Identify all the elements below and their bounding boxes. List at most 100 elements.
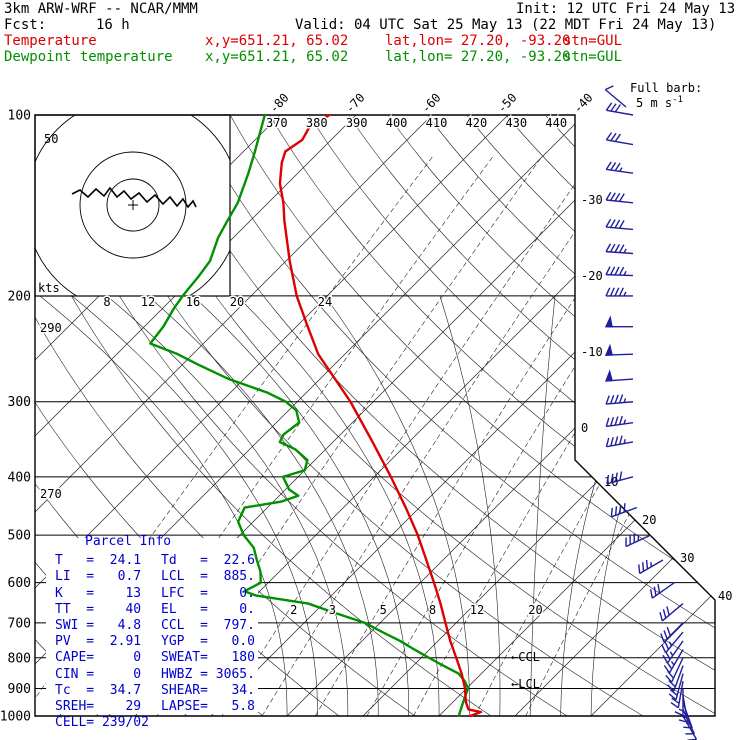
dry-adiabat-top-label: 410	[426, 116, 448, 130]
wind-barb	[605, 415, 634, 428]
isotherm-right-label: 0	[581, 421, 588, 435]
wind-barb	[605, 102, 634, 116]
dewpoint-curve	[149, 113, 470, 718]
hodograph-trace	[71, 186, 197, 209]
isotherm-line	[35, 115, 433, 716]
wind-barb	[638, 559, 664, 575]
wind-barb	[610, 503, 638, 518]
wind-barb	[649, 582, 675, 599]
wind-barb	[605, 287, 633, 297]
wind-barb	[605, 394, 634, 405]
dewpoint-latlon: lat,lon= 27.20, -93.20	[385, 49, 571, 65]
wind-barb	[666, 665, 684, 692]
wind-barb	[670, 681, 684, 709]
temperature-curve	[278, 113, 483, 718]
wind-barb	[605, 243, 634, 255]
parcel-info-col2: LFC = 0.	[161, 585, 255, 601]
parcel-info-col1: TT = 40	[55, 601, 142, 617]
isotherm-top-label: -60	[419, 91, 444, 116]
temperature-xy: x,y=651.21, 65.02	[205, 33, 349, 49]
parcel-info-row: CELL= 239/02	[55, 715, 255, 731]
wind-barb	[668, 673, 684, 701]
isotherm-line	[286, 115, 715, 716]
pressure-tick-label: 600	[8, 576, 31, 591]
pressure-tick-label: 300	[8, 395, 31, 410]
moist-adiabat-line	[439, 295, 501, 716]
wind-barb	[661, 631, 684, 654]
wind-barb	[605, 435, 634, 448]
parcel-info-col2: SWEAT= 180	[161, 650, 255, 666]
dry-adiabat-line	[585, 115, 715, 716]
temperature-station: stn=GUL	[563, 33, 623, 49]
moist-adiabat-line	[560, 295, 669, 716]
valid-time: Valid: 04 UTC Sat 25 May 13 (22 MDT Fri …	[295, 17, 717, 33]
parcel-info-row: T = 24.1 Td = 22.6	[55, 553, 255, 569]
hodograph-ring-label: 50	[44, 132, 58, 146]
plot-outline	[34, 114, 716, 717]
dry-adiabat-line	[35, 115, 492, 716]
parcel-level-annotation: ←LCL	[511, 677, 540, 691]
parcel-info-col1: CIN = 0	[55, 666, 142, 682]
isotherm-top-label: -80	[267, 91, 292, 116]
moist-adiabat-line	[39, 295, 288, 716]
model-title: 3km ARW-WRF -- NCAR/MMM	[4, 1, 198, 17]
parcel-info-col2: LAPSE= 5.8	[161, 699, 255, 715]
isotherm-right-label: 30	[680, 551, 694, 565]
parcel-info-mask	[46, 538, 258, 714]
parcel-level-annotation: ←CCL	[511, 650, 540, 664]
mixing-ratio-line	[474, 155, 715, 716]
temperature-legend-label: Temperature	[4, 33, 97, 49]
parcel-info-col1: SWI = 4.8	[55, 618, 142, 634]
wind-barb	[605, 132, 634, 146]
dry-adiabat-top-label: 390	[346, 116, 368, 130]
init-time: Init: 12 UTC Fri 24 May 13	[516, 1, 736, 17]
wind-barb-column	[604, 102, 698, 740]
wind-barb	[678, 695, 689, 723]
dry-adiabat-line	[35, 115, 416, 716]
moist-adiabat-line	[106, 295, 349, 716]
moist-adiabat-label: 16	[186, 295, 200, 309]
parcel-info-col1: SREH= 29	[55, 699, 142, 715]
plot-borders	[34, 114, 716, 717]
isotherm-right-label: -20	[581, 269, 603, 283]
dewpoint-station: stn=GUL	[563, 49, 623, 65]
dry-adiabat-line	[230, 115, 715, 716]
parcel-info-row: CAPE= 0 SWEAT= 180	[55, 650, 255, 666]
isotherm-line	[35, 115, 357, 716]
parcel-info-row: LI = 0.7 LCL = 885.	[55, 569, 255, 585]
parcel-info-rows: T = 24.1 Td = 22.6 LI = 0.7 LCL = 885. K = 1…	[55, 553, 255, 731]
wind-barb	[605, 161, 634, 174]
dry-adiabat-left-label: 270	[40, 487, 62, 501]
wind-barb	[604, 85, 627, 108]
parcel-info-col2: SHEAR= 34.	[161, 682, 255, 698]
wind-barb	[606, 471, 634, 485]
moist-adiabat-line	[236, 295, 440, 716]
level-annotations: ←CCL ←LCL	[511, 650, 540, 691]
parcel-info-col1: PV = 2.91	[55, 634, 142, 650]
hodograph-inset: 50 kts	[35, 115, 230, 296]
dry-adiabat-line	[388, 115, 715, 716]
parcel-info-row: SWI = 4.8 CCL = 797.	[55, 618, 255, 634]
dry-adiabat-line	[309, 115, 715, 716]
dry-adiabat-left-label: 290	[40, 321, 62, 335]
dry-adiabat-line	[191, 115, 715, 716]
isotherm-right-label: -10	[581, 345, 603, 359]
hodograph-units-label: kts	[38, 281, 60, 295]
dewpoint-xy: x,y=651.21, 65.02	[205, 49, 349, 65]
moist-adiabat-label: 24	[318, 295, 332, 309]
mixing-ratio-label: 12	[470, 603, 484, 617]
moist-adiabat-label: 8	[103, 295, 110, 309]
dry-adiabat-line	[467, 115, 715, 716]
mixing-ratio-label: 8	[429, 603, 436, 617]
pressure-tick-label: 400	[8, 470, 31, 485]
pressure-tick-label: 200	[8, 289, 31, 304]
parcel-info-col2: LCL = 885.	[161, 569, 255, 585]
isotherm-top-label: -70	[343, 91, 368, 116]
isotherm-line	[438, 115, 715, 716]
moist-adiabat-line	[147, 295, 379, 716]
wind-barb	[605, 369, 634, 382]
parcel-info-row: K = 13 LFC = 0.	[55, 586, 255, 602]
parcel-info-row: PV = 2.91 YGP = 0.0	[55, 634, 255, 650]
wind-barb	[605, 266, 634, 277]
